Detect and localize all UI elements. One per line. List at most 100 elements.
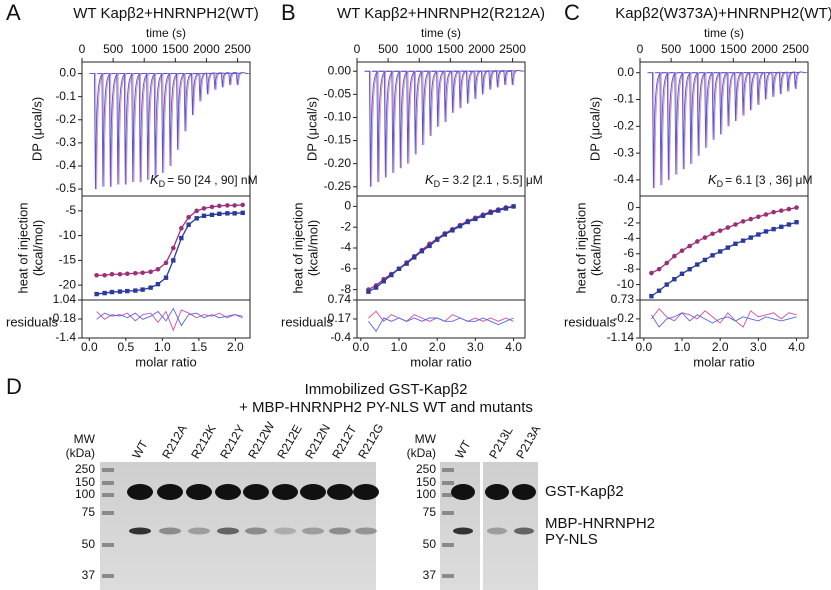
ratio-label: molar ratio [410,354,471,369]
kd-sub: D [434,179,441,189]
mbp-band [129,527,151,535]
injection-peak [483,70,501,90]
data-point [511,204,516,209]
band-label: GST-Kapβ2 [545,483,624,500]
ratio-tick-label: 1.0 [154,340,171,354]
mw-label: MW [415,432,437,446]
time-label: time (s) [421,26,461,40]
dp-tick-label: -0.2 [55,112,76,126]
mw-tick-label: 50 [82,537,96,551]
data-point [155,281,161,287]
data-point [209,212,215,218]
gst-band [272,484,298,500]
residual-tick-label: -1.14 [607,330,635,344]
data-point [109,289,115,295]
dp-tick-label: -0.4 [613,172,634,186]
time-tick-label: 1500 [162,42,189,56]
injection-peak [751,71,769,105]
injection-peak [446,70,464,113]
ladder-band [442,511,454,515]
injection-peak [216,72,234,88]
data-point [748,216,754,222]
injection-peak [186,72,204,116]
data-point [179,235,184,241]
data-point [687,243,692,249]
ladder-band [442,481,454,485]
ratio-tick-label: 3.0 [467,340,484,354]
mw-tick-label: 100 [416,487,436,501]
residual-tick-label: -0.18 [49,311,77,325]
time-tick-label: 2000 [751,42,778,56]
data-point [480,213,486,218]
data-point [656,288,662,293]
dp-tick-label: -0.10 [324,110,352,124]
residual-label: residuals [564,314,617,329]
dp-tick-label: -0.3 [55,135,76,149]
data-point [664,282,669,287]
dp-tick-label: 0.0 [617,65,634,79]
injection-peak [141,73,159,180]
time-tick-label: 500 [378,42,398,56]
time-tick-label: 2500 [782,42,809,56]
data-point [389,272,394,278]
mw-tick-label: 75 [423,505,437,519]
data-point [186,222,191,227]
lane-label: R212G [355,421,386,461]
injection-peak [759,71,777,100]
panel-title: Kapβ2(W373A)+HNRNPH2(WT) [615,5,831,22]
lane-label: R212Y [217,422,247,461]
data-point [786,206,792,212]
ratio-tick-label: 3.0 [750,340,767,354]
data-point [163,260,169,266]
time-tick-label: 2000 [193,42,220,56]
residual-label: residuals [6,314,59,329]
time-tick-label: 1000 [406,42,433,56]
heat-tick-label: 0 [344,199,351,213]
mbp-band [188,527,210,535]
injection-peak [156,73,174,173]
ladder-band [442,493,454,497]
mw-tick-label: 75 [82,505,96,519]
residual-tick-label: -1.4 [55,330,76,344]
panel-letter: A [6,0,21,25]
kd-symbol: K [150,172,160,187]
injection-peak [654,72,672,186]
heat-tick-label: -2 [623,215,634,229]
panel-letter: B [281,0,296,25]
time-tick-label: 1500 [437,42,464,56]
data-point [442,232,448,237]
kd-text: KD = 6.1 [3 , 36] μM [708,172,812,189]
ratio-tick-label: 2.0 [429,340,446,354]
fit-line [96,212,243,295]
gst-band [353,484,379,500]
data-point [496,208,501,213]
kd-text: KD = 50 [24 , 90] nM [150,172,258,189]
injection-peak [707,72,725,140]
data-point [733,222,738,227]
injection-peak [187,72,205,116]
kd-sub: D [159,179,166,189]
data-point [771,226,776,232]
dp-tick-label: -0.1 [613,92,634,106]
injection-peak [126,73,144,183]
mbp-band [217,527,239,535]
injection-peak [714,72,732,135]
gst-band [300,484,326,500]
data-point [756,232,761,237]
gst-band [485,484,509,500]
injection-peak [217,72,235,88]
data-point [687,266,692,272]
gel-splice [480,462,483,590]
panel-letter: D [6,374,22,399]
injection-peak [401,70,419,164]
heat-tick-label: -10 [59,228,77,242]
injection-peak [477,70,495,95]
injection-peak [491,70,509,88]
data-point [194,216,199,221]
mbp-band [453,527,473,535]
fit-line [651,206,797,274]
data-point [209,204,215,210]
ratio-tick-label: 0.0 [635,340,652,354]
time-label: time (s) [704,26,744,40]
data-point [672,277,677,282]
